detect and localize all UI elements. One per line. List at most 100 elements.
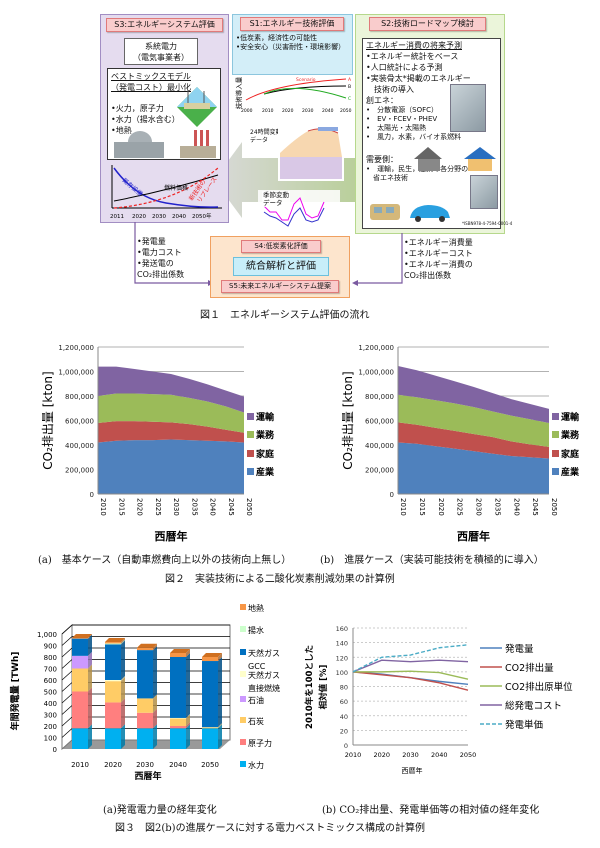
legend-swatch xyxy=(247,431,254,438)
s1-bullets: •低炭素，経済性の可能性 •安全安心（災害耐性・環境影響） xyxy=(236,34,351,52)
s2-bullet: 技術の導入 xyxy=(366,85,414,94)
bar-segment-原子力 xyxy=(170,726,186,729)
y-tick-label: 200 xyxy=(44,723,57,731)
s2-title: S2:技術ロードマップ検討 xyxy=(369,17,486,31)
x-axis-title: 西暦年 xyxy=(134,770,161,782)
y-tick-label: 800,000 xyxy=(65,393,94,401)
bar-segment-石油 xyxy=(72,655,88,669)
legend-label: 運輸 xyxy=(561,411,580,423)
s5-title: S5:未来エネルギーシステム提案 xyxy=(221,280,339,293)
x-tick-label: 2035 xyxy=(190,498,198,516)
x-tick-label: 2025 xyxy=(456,498,464,516)
bar-top xyxy=(137,643,157,648)
bar-side xyxy=(186,713,190,719)
x-tick-label: 2025 xyxy=(154,498,162,516)
gridline xyxy=(61,682,73,692)
output-item: •電力コスト xyxy=(137,248,182,257)
line-series-CO2排出原単位 xyxy=(353,670,469,680)
demand-item: • 運輸，民生，産業の各分野の xyxy=(366,165,469,173)
seasonal-data-label: 季節変動 データ xyxy=(262,191,290,207)
legend-swatch xyxy=(240,696,246,702)
legend-label: 石油 xyxy=(248,695,264,705)
s2-bullet: •人口統計による予測 xyxy=(366,63,443,72)
year-tick: 2050年 xyxy=(192,212,212,220)
legend-swatch xyxy=(240,717,246,723)
x-tick-label: 2010 xyxy=(345,751,362,759)
y-axis-title: 2010年を100とした xyxy=(304,645,315,729)
y-tick-label: 800,000 xyxy=(365,393,394,401)
x-tick-label: 2030 xyxy=(402,751,419,759)
y-tick-label: 160 xyxy=(336,625,348,633)
scenario-label: Scenario xyxy=(296,77,316,83)
create-energy-heading: 創エネ： xyxy=(366,96,398,105)
bar-top xyxy=(105,638,125,643)
s1-bullet: •安全安心（災害耐性・環境影響） xyxy=(236,43,346,51)
flow-connectors xyxy=(134,222,403,286)
s2-outputs: •エネルギー消費量 •エネルギーコスト •エネルギー消費の CO₂排出係数 xyxy=(404,237,473,281)
daily-label-2: データ xyxy=(250,137,269,144)
year-tick: 2020 xyxy=(282,108,294,114)
area-series-運輸 xyxy=(398,365,549,423)
legend-label: 直接燃焼 xyxy=(248,683,280,693)
scenario-ylabel: 技術導入量 xyxy=(234,76,243,109)
output-item: •エネルギー消費量 xyxy=(404,238,473,247)
y-tick-label: 600,000 xyxy=(65,418,94,426)
bar-top xyxy=(170,648,190,653)
y-tick-label: 200,000 xyxy=(65,467,94,475)
y-tick-label: 120 xyxy=(336,654,348,662)
bar-side xyxy=(153,646,157,699)
x-tick-label: 2030 xyxy=(172,498,180,516)
gridline xyxy=(61,636,73,646)
x-axis-title: 西暦年 xyxy=(155,529,188,543)
existing-label: 既存設備 xyxy=(121,176,145,198)
bar-segment-石炭 xyxy=(170,718,186,726)
s2-heading: エネルギー消費の将来予測 xyxy=(366,41,462,50)
legend-label: 水力 xyxy=(248,760,264,770)
legend-label: GCC xyxy=(248,662,266,671)
bar-side xyxy=(218,723,222,728)
y-tick-label: 500 xyxy=(44,689,57,697)
bar-side xyxy=(121,677,125,703)
y-tick-label: 400,000 xyxy=(365,442,394,450)
s1-title: S1:エネルギー技術評価 xyxy=(240,17,344,31)
year-tick: 2040 xyxy=(172,214,186,220)
figure-3a-caption: (a)発電電力量の経年変化 xyxy=(103,805,217,816)
daily-data-label: 24時間変動 データ xyxy=(250,129,282,145)
area-series-業務 xyxy=(398,394,549,447)
legend-label: 地熱 xyxy=(248,603,264,613)
bar-side xyxy=(218,653,222,662)
y-tick-label: 400 xyxy=(44,700,57,708)
seasonal-label-1: 季節変動 xyxy=(263,191,289,199)
x-tick-label: 2010 xyxy=(71,761,89,769)
bar-segment-原子力 xyxy=(137,712,153,729)
bar-side xyxy=(186,653,190,718)
grid-power-sub: （電気事業者） xyxy=(133,53,189,62)
figure-2a-caption: (a) 基本ケース（自動車燃費向上以外の技術向上無し） xyxy=(38,555,292,566)
demand-heading: 需要側： xyxy=(366,155,398,164)
s1-bullet: •低炭素，経済性の可能性 xyxy=(236,34,318,42)
bar-side xyxy=(218,723,222,729)
area-series-産業 xyxy=(98,439,244,494)
x-tick-label: 2030 xyxy=(136,761,154,769)
x-tick-label: 2020 xyxy=(437,498,445,516)
demand-item: 省エネ技術 xyxy=(366,174,408,182)
bar-segment-原子力 xyxy=(72,691,88,729)
house-icon xyxy=(414,147,496,171)
x-tick-label: 2020 xyxy=(104,761,122,769)
legend-swatch xyxy=(247,450,254,457)
x-tick-label: 2010 xyxy=(399,498,407,516)
bar-segment-天然ガス直接燃焼 xyxy=(105,680,121,682)
scenario-b: B xyxy=(348,84,351,90)
x-tick-label: 2020 xyxy=(136,498,144,516)
legend-swatch xyxy=(552,450,559,457)
bar-segment-天然ガスGCC xyxy=(72,638,88,656)
s4-title: S4:低炭素化評価 xyxy=(241,240,321,253)
create-item: • 風力，水素，バイオ系燃料 xyxy=(366,133,462,141)
x-tick-label: 2040 xyxy=(431,751,448,759)
legend-label: 産業 xyxy=(256,466,275,478)
legend-label: 発電単価 xyxy=(505,719,544,731)
create-item: • 太陽光・太陽熱 xyxy=(366,124,427,132)
vehicles-icon xyxy=(370,204,450,222)
daily-label-1: 24時間変動 xyxy=(250,129,282,136)
fuel-cell-unit-image xyxy=(450,84,486,132)
